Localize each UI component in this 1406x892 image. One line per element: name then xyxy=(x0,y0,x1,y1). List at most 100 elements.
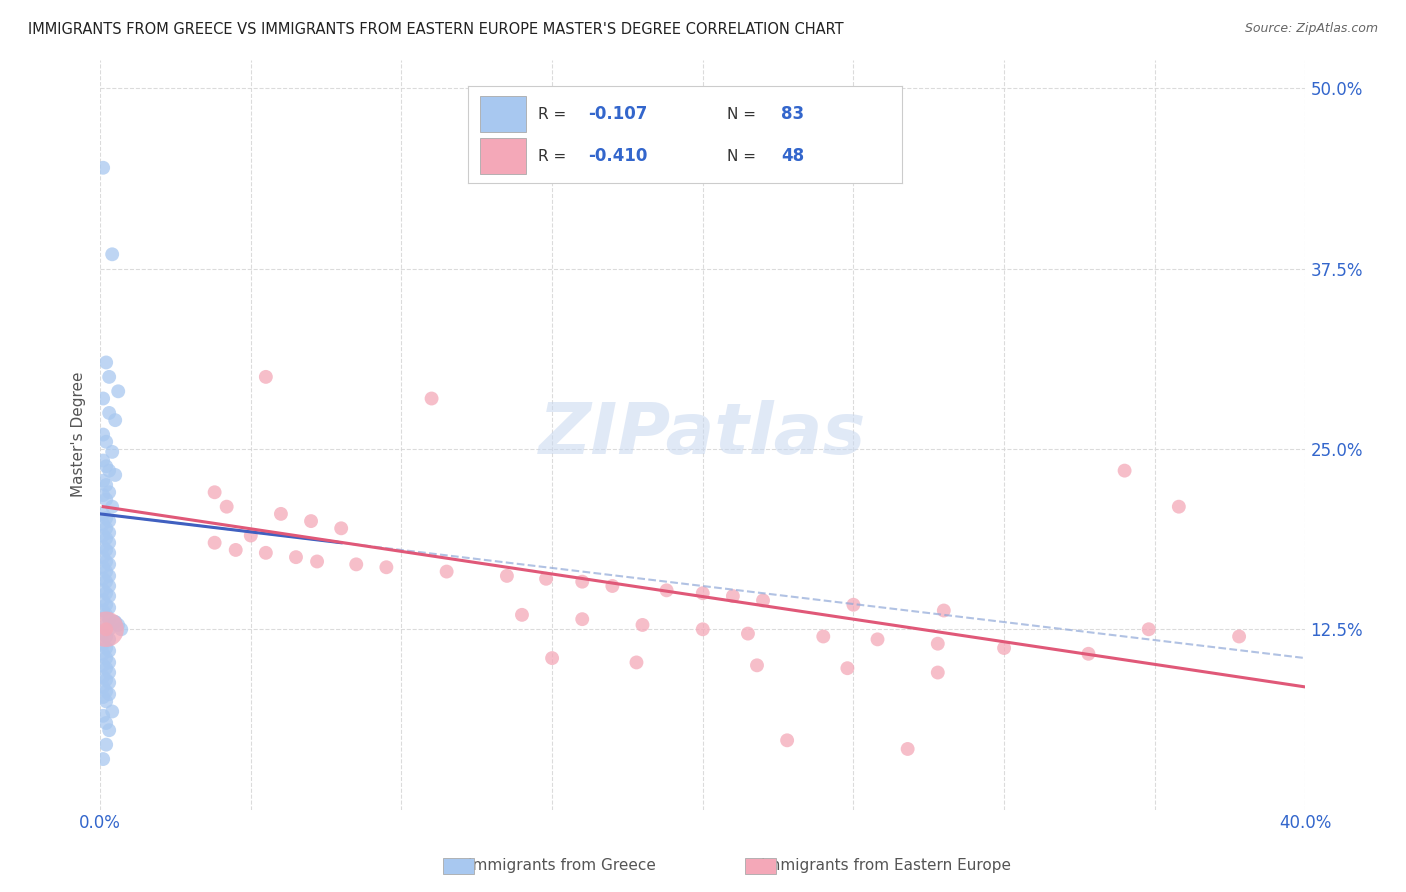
Point xyxy=(101,705,124,719)
Point xyxy=(91,427,114,442)
Text: -0.107: -0.107 xyxy=(588,105,648,123)
Point xyxy=(1167,500,1189,514)
Point xyxy=(91,392,114,406)
Point xyxy=(98,535,121,549)
Text: R =: R = xyxy=(537,107,565,122)
Point xyxy=(375,560,398,574)
Point xyxy=(98,612,121,626)
Point xyxy=(101,445,124,459)
Point xyxy=(96,630,118,644)
Point xyxy=(496,569,519,583)
Point xyxy=(98,632,121,647)
Point xyxy=(96,511,118,525)
Point xyxy=(98,525,121,540)
Point xyxy=(98,569,121,583)
Point xyxy=(98,579,121,593)
FancyBboxPatch shape xyxy=(479,138,526,174)
Point xyxy=(96,651,118,665)
Point xyxy=(631,618,654,632)
Point xyxy=(91,474,114,488)
Point xyxy=(745,658,768,673)
Point xyxy=(104,615,127,629)
Text: Source: ZipAtlas.com: Source: ZipAtlas.com xyxy=(1244,22,1378,36)
Point xyxy=(98,665,121,680)
Point xyxy=(107,384,129,399)
Point xyxy=(204,535,226,549)
Point xyxy=(91,488,114,502)
Point xyxy=(215,500,238,514)
Point xyxy=(91,528,114,542)
Point xyxy=(91,593,114,607)
Point xyxy=(91,658,114,673)
Point xyxy=(239,528,262,542)
FancyBboxPatch shape xyxy=(479,96,526,132)
Point xyxy=(96,532,118,546)
Point xyxy=(98,687,121,701)
Point xyxy=(91,708,114,723)
Point xyxy=(655,583,678,598)
Point xyxy=(344,558,367,572)
Point xyxy=(721,589,744,603)
Point xyxy=(98,723,121,738)
Point xyxy=(96,492,118,507)
Point xyxy=(98,485,121,500)
Point xyxy=(932,603,955,617)
Point xyxy=(927,637,949,651)
Point xyxy=(91,626,114,640)
Point xyxy=(1227,630,1250,644)
Point xyxy=(104,615,127,629)
Point xyxy=(91,507,114,521)
Text: 83: 83 xyxy=(782,105,804,123)
Point xyxy=(91,603,114,617)
Point xyxy=(91,550,114,565)
Point xyxy=(91,572,114,586)
Point xyxy=(91,680,114,694)
Point xyxy=(96,521,118,535)
Point xyxy=(96,586,118,600)
Point xyxy=(98,600,121,615)
Point xyxy=(91,560,114,574)
Point xyxy=(91,540,114,554)
Point xyxy=(107,618,129,632)
Point xyxy=(96,622,118,636)
Point xyxy=(96,598,118,612)
Point xyxy=(96,554,118,568)
Point xyxy=(96,684,118,698)
Point xyxy=(98,546,121,560)
Point xyxy=(96,673,118,687)
Point xyxy=(91,516,114,531)
Point xyxy=(436,565,458,579)
Point xyxy=(602,579,624,593)
Point xyxy=(98,656,121,670)
Text: Immigrants from Greece: Immigrants from Greece xyxy=(468,858,657,872)
Point xyxy=(842,598,865,612)
Point xyxy=(571,612,593,626)
Point xyxy=(270,507,292,521)
Text: ZIPatlas: ZIPatlas xyxy=(538,401,866,469)
Point xyxy=(91,752,114,766)
Text: IMMIGRANTS FROM GREECE VS IMMIGRANTS FROM EASTERN EUROPE MASTER'S DEGREE CORRELA: IMMIGRANTS FROM GREECE VS IMMIGRANTS FRO… xyxy=(28,22,844,37)
Point xyxy=(104,413,127,427)
Point xyxy=(96,622,118,636)
Text: N =: N = xyxy=(727,107,756,122)
Text: -0.410: -0.410 xyxy=(588,147,648,165)
Point xyxy=(1077,647,1099,661)
Point xyxy=(98,514,121,528)
Point xyxy=(98,675,121,690)
Point xyxy=(534,572,557,586)
Point xyxy=(776,733,799,747)
Point xyxy=(98,622,121,636)
Point xyxy=(96,738,118,752)
Point xyxy=(91,670,114,684)
Point xyxy=(541,651,564,665)
Point xyxy=(96,434,118,449)
Text: R =: R = xyxy=(537,149,565,164)
Point xyxy=(307,554,329,568)
Point xyxy=(96,607,118,622)
Text: Immigrants from Eastern Europe: Immigrants from Eastern Europe xyxy=(761,858,1011,872)
Point xyxy=(96,618,118,632)
Point xyxy=(101,500,124,514)
Point xyxy=(813,630,835,644)
Point xyxy=(96,640,118,655)
Point xyxy=(110,622,132,636)
